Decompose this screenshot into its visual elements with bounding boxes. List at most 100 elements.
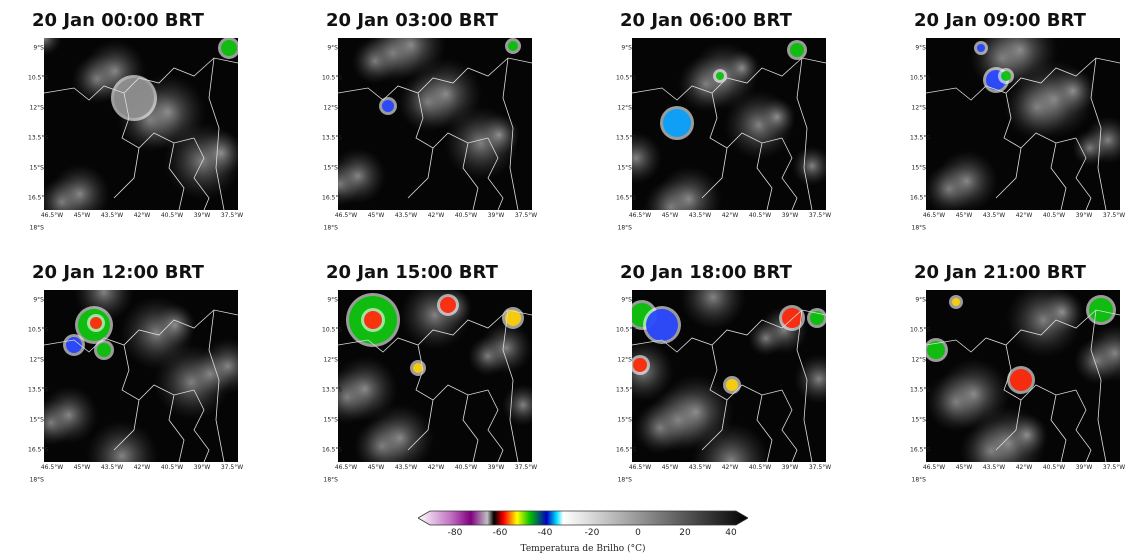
longitude-tick-label: 39°W — [1075, 212, 1093, 219]
longitude-tick-label: 45°W — [367, 212, 385, 219]
latitude-tick-label: 10.5°S — [616, 326, 637, 334]
longitude-tick-label: 40.5°W — [1042, 212, 1066, 219]
longitude-tick-label: 46.5°W — [334, 464, 358, 471]
satellite-panel: 20 Jan 15:00 BRT 9°S 10.5°S 12°S 13.5°S 15°S 1… — [322, 262, 537, 502]
panel-title: 20 Jan 00:00 BRT — [32, 10, 204, 31]
panel-title: 20 Jan 03:00 BRT — [326, 10, 498, 31]
longitude-tick-label: 42°W — [721, 212, 739, 219]
longitude-tick-label: 45°W — [367, 464, 385, 471]
longitude-tick-label: 37.5°W — [220, 212, 244, 219]
panel-title: 20 Jan 21:00 BRT — [914, 262, 1086, 283]
latitude-tick-label: 12°S — [323, 104, 338, 112]
longitude-tick-label: 39°W — [1075, 464, 1093, 471]
longitude-tick-label: 39°W — [193, 212, 211, 219]
satellite-image — [926, 290, 1120, 462]
longitude-tick-label: 40.5°W — [454, 464, 478, 471]
latitude-tick-label: 10.5°S — [28, 74, 49, 82]
latitude-tick-label: 18°S — [323, 224, 338, 232]
longitude-tick-label: 40.5°W — [454, 212, 478, 219]
latitude-tick-label: 18°S — [323, 476, 338, 484]
longitude-tick-label: 46.5°W — [40, 464, 64, 471]
panel-title: 20 Jan 12:00 BRT — [32, 262, 204, 283]
latitude-tick-label: 10.5°S — [910, 326, 931, 334]
latitude-tick-label: 9°S — [327, 296, 338, 304]
latitude-tick-label: 10.5°S — [28, 326, 49, 334]
latitude-tick-label: 15°S — [617, 164, 632, 172]
longitude-tick-label: 43.5°W — [100, 212, 124, 219]
latitude-tick-label: 18°S — [617, 224, 632, 232]
longitude-tick-label: 46.5°W — [628, 212, 652, 219]
satellite-panel: 20 Jan 06:00 BRT 9°S 10.5°S 12°S 13.5°S 15°S 1… — [616, 10, 831, 250]
latitude-tick-label: 13.5°S — [910, 134, 931, 142]
longitude-tick-label: 42°W — [427, 464, 445, 471]
satellite-image — [44, 38, 238, 210]
latitude-tick-label: 16.5°S — [910, 194, 931, 202]
latitude-tick-label: 10.5°S — [322, 74, 343, 82]
longitude-tick-label: 46.5°W — [628, 464, 652, 471]
latitude-tick-label: 18°S — [29, 476, 44, 484]
latitude-tick-label: 9°S — [33, 296, 44, 304]
longitude-tick-label: 45°W — [73, 464, 91, 471]
latitude-tick-label: 13.5°S — [322, 134, 343, 142]
latitude-tick-label: 15°S — [323, 164, 338, 172]
longitude-tick-label: 42°W — [133, 464, 151, 471]
latitude-tick-label: 16.5°S — [910, 446, 931, 454]
longitude-tick-label: 45°W — [73, 212, 91, 219]
latitude-tick-label: 12°S — [617, 356, 632, 364]
latitude-tick-label: 15°S — [911, 164, 926, 172]
longitude-tick-label: 40.5°W — [1042, 464, 1066, 471]
satellite-panel: 20 Jan 09:00 BRT 9°S 10.5°S 12°S 13.5°S 15°S 1… — [910, 10, 1125, 250]
longitude-tick-label: 40.5°W — [160, 464, 184, 471]
satellite-image — [632, 290, 826, 462]
colorbar-tick-label: -80 — [447, 528, 463, 538]
panel-title: 20 Jan 18:00 BRT — [620, 262, 792, 283]
latitude-tick-label: 9°S — [621, 296, 632, 304]
longitude-tick-label: 37.5°W — [1102, 464, 1126, 471]
longitude-tick-label: 37.5°W — [514, 464, 538, 471]
satellite-image — [338, 38, 532, 210]
latitude-tick-label: 9°S — [33, 44, 44, 52]
latitude-tick-label: 13.5°S — [910, 386, 931, 394]
satellite-panel: 20 Jan 18:00 BRT 9°S 10.5°S 12°S 13.5°S 15°S 1… — [616, 262, 831, 502]
latitude-tick-label: 13.5°S — [616, 386, 637, 394]
longitude-tick-label: 37.5°W — [1102, 212, 1126, 219]
latitude-tick-label: 13.5°S — [616, 134, 637, 142]
latitude-tick-label: 12°S — [29, 104, 44, 112]
latitude-tick-label: 9°S — [621, 44, 632, 52]
longitude-tick-label: 43.5°W — [982, 464, 1006, 471]
latitude-tick-label: 16.5°S — [616, 446, 637, 454]
panel-title: 20 Jan 15:00 BRT — [326, 262, 498, 283]
latitude-tick-label: 18°S — [911, 224, 926, 232]
longitude-tick-label: 45°W — [955, 212, 973, 219]
longitude-tick-label: 40.5°W — [748, 464, 772, 471]
longitude-tick-label: 37.5°W — [808, 464, 832, 471]
longitude-tick-label: 43.5°W — [394, 464, 418, 471]
longitude-tick-label: 43.5°W — [688, 464, 712, 471]
longitude-tick-label: 46.5°W — [40, 212, 64, 219]
latitude-tick-label: 15°S — [29, 164, 44, 172]
longitude-tick-label: 45°W — [661, 212, 679, 219]
latitude-tick-label: 10.5°S — [322, 326, 343, 334]
longitude-tick-label: 45°W — [955, 464, 973, 471]
satellite-panel: 20 Jan 03:00 BRT 9°S 10.5°S 12°S 13.5°S 15°S 1… — [322, 10, 537, 250]
latitude-tick-label: 9°S — [915, 296, 926, 304]
latitude-tick-label: 15°S — [911, 416, 926, 424]
latitude-tick-label: 15°S — [617, 416, 632, 424]
longitude-tick-label: 42°W — [427, 212, 445, 219]
colorbar-tick-label: -40 — [537, 528, 553, 538]
satellite-panel: 20 Jan 21:00 BRT 9°S 10.5°S 12°S 13.5°S 15°S 1… — [910, 262, 1125, 502]
latitude-tick-label: 16.5°S — [28, 194, 49, 202]
colorbar — [418, 510, 748, 526]
colorbar-tick-label: 40 — [725, 528, 737, 538]
longitude-tick-label: 39°W — [487, 212, 505, 219]
latitude-tick-label: 15°S — [29, 416, 44, 424]
latitude-tick-label: 13.5°S — [28, 386, 49, 394]
longitude-tick-label: 37.5°W — [220, 464, 244, 471]
latitude-tick-label: 16.5°S — [28, 446, 49, 454]
latitude-tick-label: 9°S — [327, 44, 338, 52]
latitude-tick-label: 12°S — [911, 356, 926, 364]
colorbar-tick-label: 20 — [679, 528, 691, 538]
latitude-tick-label: 15°S — [323, 416, 338, 424]
longitude-tick-label: 40.5°W — [160, 212, 184, 219]
longitude-tick-label: 43.5°W — [982, 212, 1006, 219]
